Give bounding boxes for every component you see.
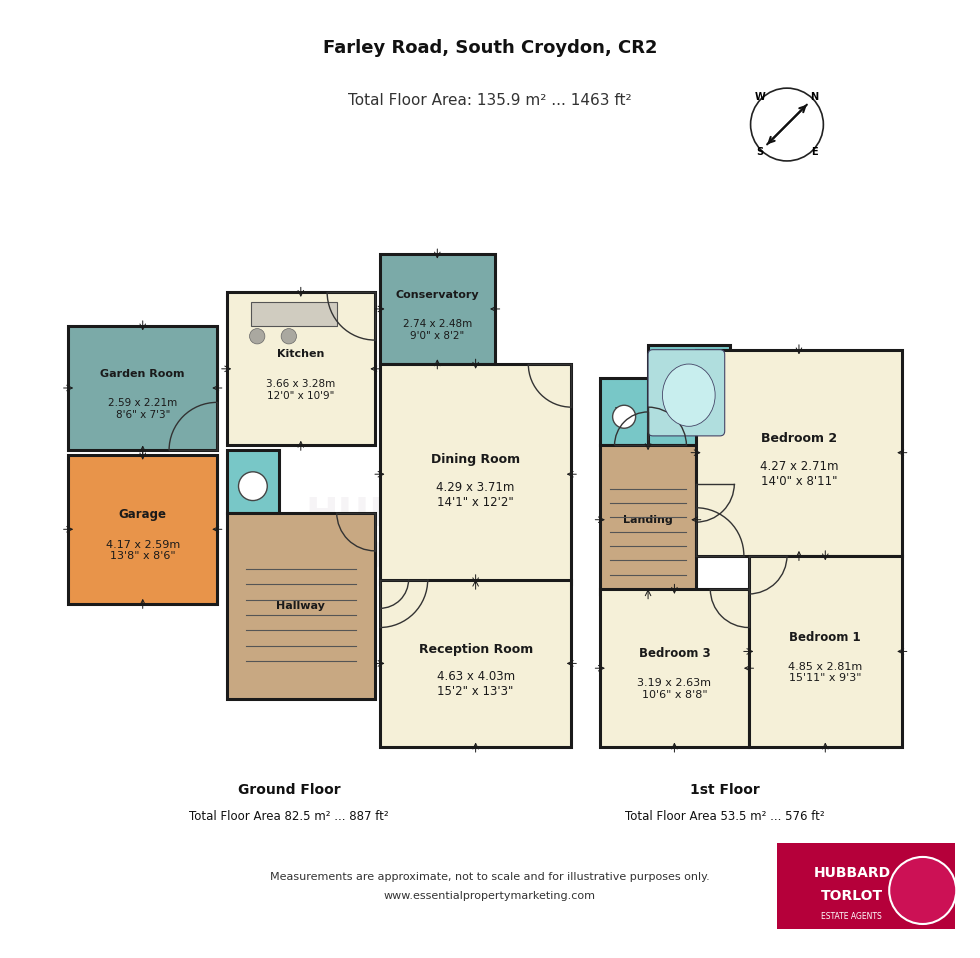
Text: Total Floor Area: 135.9 m² ... 1463 ft²: Total Floor Area: 135.9 m² ... 1463 ft²: [348, 93, 632, 108]
Text: Total Floor Area 53.5 m² ... 576 ft²: Total Floor Area 53.5 m² ... 576 ft²: [625, 810, 824, 823]
FancyBboxPatch shape: [226, 513, 375, 699]
Text: 4.27 x 2.71m
14'0" x 8'11": 4.27 x 2.71m 14'0" x 8'11": [760, 460, 838, 488]
Text: Landing: Landing: [623, 514, 673, 525]
Text: ESTATE AGENTS: ESTATE AGENTS: [821, 912, 882, 921]
Text: 4.63 x 4.03m
15'2" x 13'3": 4.63 x 4.03m 15'2" x 13'3": [436, 671, 514, 698]
Circle shape: [281, 329, 297, 344]
Text: WC: WC: [615, 407, 633, 417]
Text: 4.85 x 2.81m
15'11" x 9'3": 4.85 x 2.81m 15'11" x 9'3": [788, 662, 862, 683]
Text: 4.17 x 2.59m
13'8" x 8'6": 4.17 x 2.59m 13'8" x 8'6": [106, 539, 180, 561]
Text: 3.19 x 2.63m
10'6" x 8'8": 3.19 x 2.63m 10'6" x 8'8": [637, 678, 711, 700]
FancyBboxPatch shape: [380, 364, 571, 584]
Text: HUBBARD: HUBBARD: [813, 866, 891, 880]
Text: Kitchen: Kitchen: [277, 350, 324, 359]
Text: 2.59 x 2.21m
8'6" x 7'3": 2.59 x 2.21m 8'6" x 7'3": [108, 399, 177, 420]
Text: Farley Road, South Croydon, CR2: Farley Road, South Croydon, CR2: [322, 39, 658, 57]
Text: E: E: [811, 147, 817, 157]
Text: Bedroom 2: Bedroom 2: [760, 432, 837, 445]
FancyBboxPatch shape: [777, 843, 955, 929]
Text: 2.74 x 2.48m
9'0" x 8'2": 2.74 x 2.48m 9'0" x 8'2": [403, 319, 472, 341]
Text: WC: WC: [244, 476, 262, 487]
Text: 3.66 x 3.28m
12'0" x 10'9": 3.66 x 3.28m 12'0" x 10'9": [267, 379, 335, 400]
FancyBboxPatch shape: [380, 580, 571, 747]
FancyBboxPatch shape: [69, 455, 217, 604]
Text: Bedroom 1: Bedroom 1: [790, 630, 861, 644]
FancyBboxPatch shape: [380, 254, 495, 364]
Text: Garden Room: Garden Room: [101, 369, 185, 378]
FancyBboxPatch shape: [749, 556, 902, 747]
Text: S: S: [757, 147, 763, 157]
Text: Garage: Garage: [119, 509, 167, 521]
Text: Conservatory: Conservatory: [396, 289, 479, 300]
FancyBboxPatch shape: [696, 350, 902, 556]
Text: W: W: [755, 92, 765, 103]
Circle shape: [250, 329, 265, 344]
FancyBboxPatch shape: [648, 350, 725, 436]
Text: HUBBARD
TORLOT: HUBBARD TORLOT: [306, 495, 521, 578]
Text: Bedroom 3: Bedroom 3: [639, 648, 710, 660]
FancyBboxPatch shape: [226, 450, 279, 513]
FancyBboxPatch shape: [69, 326, 217, 450]
Text: www.essentialpropertymarketing.com: www.essentialpropertymarketing.com: [384, 891, 596, 901]
Circle shape: [889, 856, 956, 924]
Ellipse shape: [662, 364, 715, 426]
Text: Hallway: Hallway: [276, 601, 325, 611]
Text: Measurements are approximate, not to scale and for illustrative purposes only.: Measurements are approximate, not to sca…: [270, 872, 710, 881]
Circle shape: [612, 405, 636, 428]
FancyBboxPatch shape: [600, 378, 648, 445]
Text: 4.29 x 3.71m
14'1" x 12'2": 4.29 x 3.71m 14'1" x 12'2": [436, 481, 514, 510]
Text: Bathroom: Bathroom: [660, 390, 717, 400]
FancyBboxPatch shape: [226, 292, 375, 445]
Text: Total Floor Area 82.5 m² ... 887 ft²: Total Floor Area 82.5 m² ... 887 ft²: [189, 810, 389, 823]
FancyBboxPatch shape: [648, 345, 729, 445]
Text: TORLOT: TORLOT: [821, 889, 883, 903]
FancyBboxPatch shape: [600, 589, 749, 747]
Bar: [251, 302, 337, 326]
Text: Dining Room: Dining Room: [431, 453, 520, 467]
FancyBboxPatch shape: [600, 445, 696, 594]
Text: Reception Room: Reception Room: [418, 643, 533, 655]
Circle shape: [238, 471, 268, 500]
Text: Ground Floor: Ground Floor: [237, 784, 340, 797]
Text: 1st Floor: 1st Floor: [690, 784, 760, 797]
Text: N: N: [810, 92, 818, 103]
